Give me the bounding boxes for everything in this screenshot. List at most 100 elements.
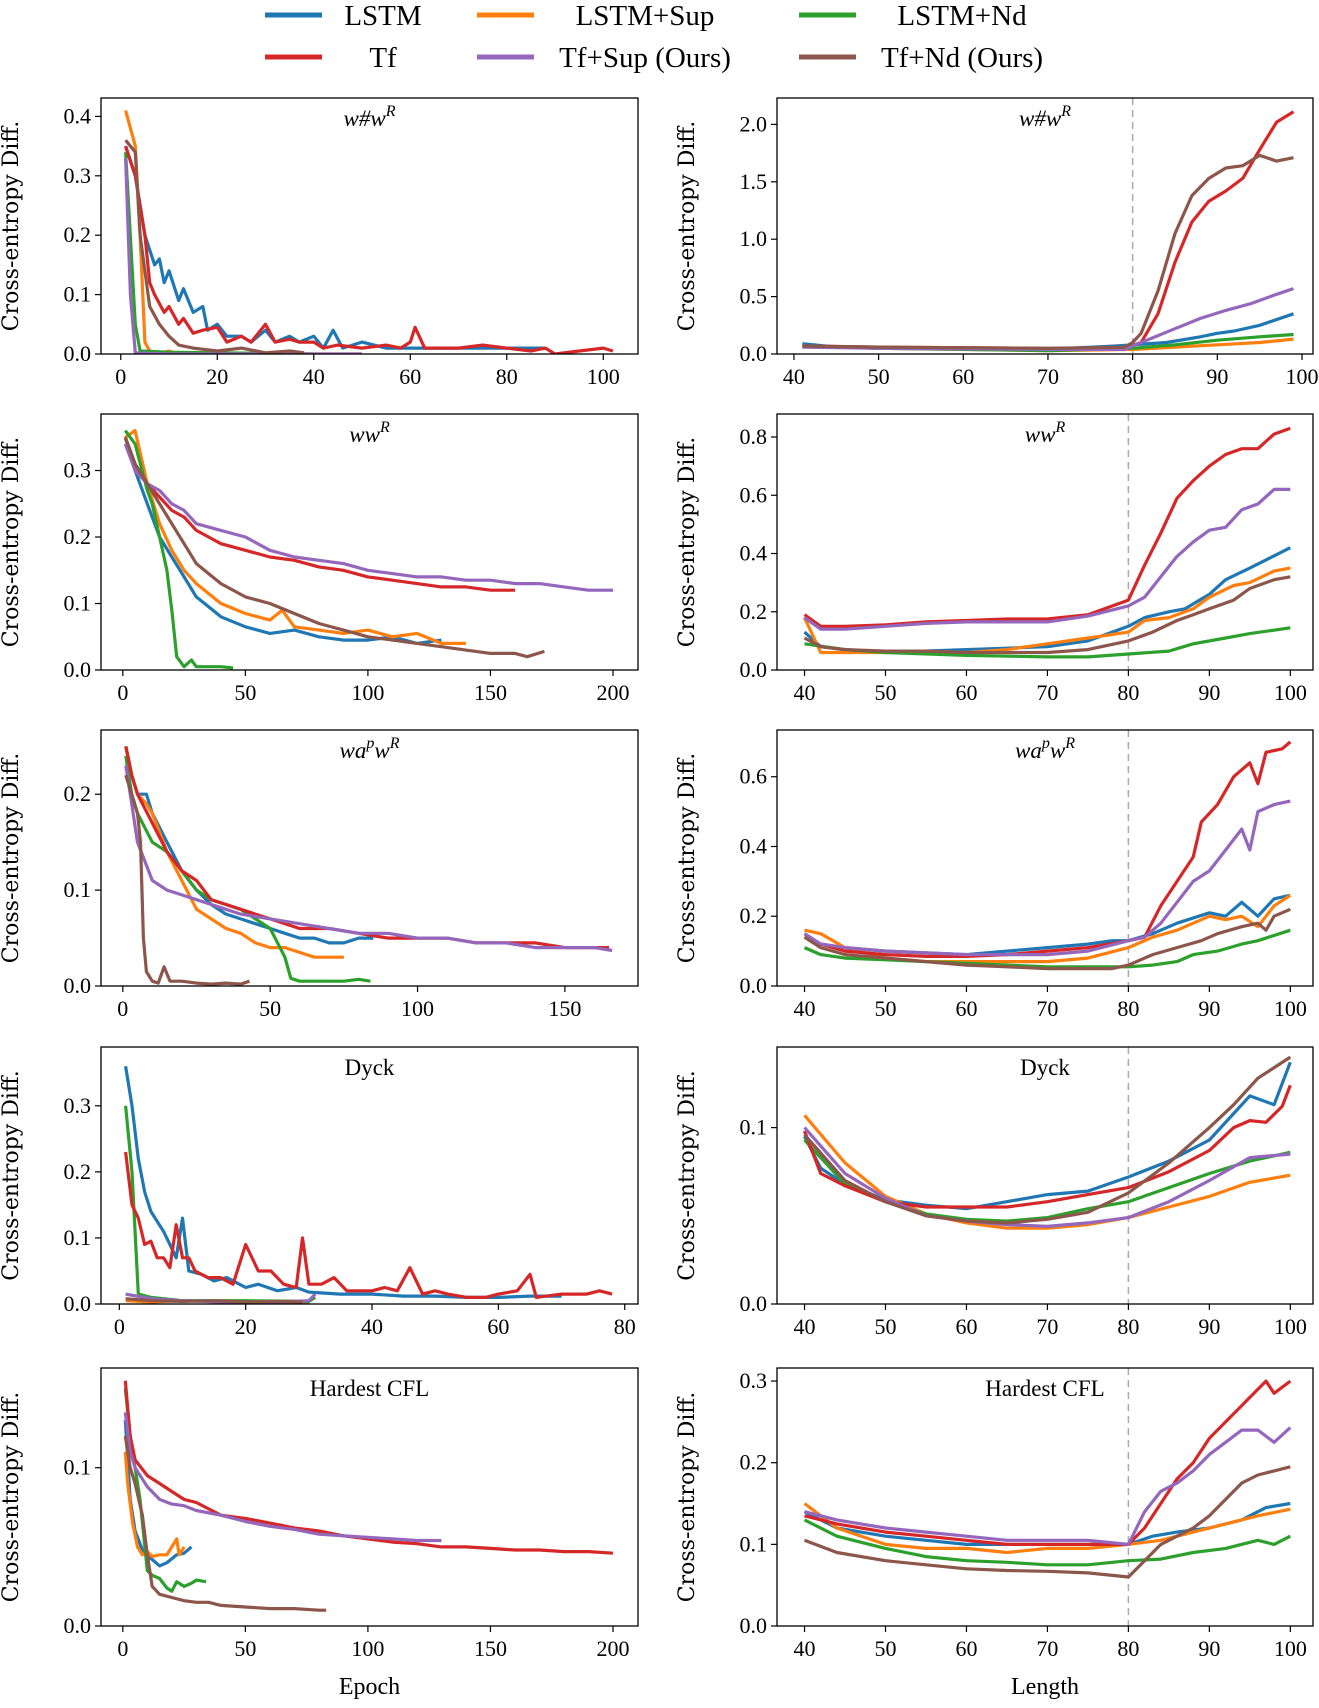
series-line-tf-nd-ours [803,1465,1291,1579]
subplot-7: 40 50 60 70 80 90 100 0.0 0.1 Cross-entropy Diff.… [675,1046,1314,1339]
subplot-title: wapwR [340,735,400,763]
title-superscript: p [1041,735,1050,752]
x-tick-label: 50 [234,1636,256,1661]
x-tick-label: 100 [1274,680,1307,705]
series-line-tf-sup-ours [803,1126,1291,1228]
x-tick-label: 60 [399,364,421,389]
subplot-1: 40 50 60 70 80 90 100 0.0 0.5 1.0 1.5 2.0 Cross-entr… [675,97,1318,389]
legend: LSTM LSTM+Sup LSTM+Nd Tf Tf+Sup (Ours) Tf+Nd … [265,0,1043,74]
series-line-tf-nd-ours [803,907,1291,971]
series-line-lstm-sup [124,110,362,354]
legend-label: LSTM [344,0,421,32]
y-tick-label: 0.0 [740,1613,768,1638]
legend-label: LSTM+Nd [897,0,1027,32]
series-line-lstm-sup [124,429,466,645]
x-tick-label: 60 [952,364,974,389]
y-axis-label: Cross-entropy Diff. [675,1070,700,1280]
y-tick-label: 0.1 [740,1115,768,1140]
series-line-tf-sup-ours [124,765,613,953]
x-tick-label: 50 [874,1314,896,1339]
y-axis-label: Cross-entropy Diff. [675,437,700,647]
x-tick-label: 70 [1036,996,1058,1021]
subplot-title: Hardest CFL [985,1376,1104,1401]
series-line-tf [123,1380,614,1555]
axes-frame [100,729,639,987]
x-tick-label: 50 [259,996,281,1021]
x-tick-label: 70 [1036,680,1058,705]
series-line-tf [124,145,614,354]
x-tick-label: 100 [1274,996,1307,1021]
subplot-5: 40 50 60 70 80 90 100 0.0 0.2 0.4 0.6 Cross-entropy… [675,729,1314,1021]
x-tick-label: 50 [868,364,890,389]
series-line-tf-nd-ours [124,139,305,354]
title-text: w#w [1019,106,1062,131]
y-axis-label: Cross-entropy Diff. [0,121,24,331]
title-superscript: R [385,103,396,120]
legend-entry: LSTM+Sup [477,0,714,32]
x-tick-label: 60 [955,1636,977,1661]
x-tick-label: 90 [1198,1314,1220,1339]
series-line-lstm [124,745,374,945]
y-tick-label: 0.6 [740,482,768,507]
title-text: ww [1025,422,1056,447]
axes-frame [100,97,639,355]
y-tick-label: 0.4 [740,541,768,566]
subplot-title: w#wR [344,103,396,131]
x-tick-label: 0 [117,1636,128,1661]
title-text: Hardest CFL [310,1376,429,1401]
series-line-tf [124,745,610,950]
legend-entry: Tf [265,42,397,74]
x-tick-label: 80 [1117,1636,1139,1661]
series-line-lstm [124,145,546,350]
legend-label: Tf+Sup (Ours) [559,42,731,74]
y-tick-label: 0.2 [64,222,92,247]
y-tick-label: 0.0 [740,973,768,998]
x-tick-label: 70 [1037,364,1059,389]
x-tick-label: 20 [206,364,228,389]
y-tick-label: 0.3 [64,1093,92,1118]
y-axis-label: Cross-entropy Diff. [0,437,24,647]
title-superscript: R [1054,419,1065,436]
y-tick-label: 0.2 [740,1450,768,1475]
axes-frame [776,1367,1314,1627]
title-superscript: p [365,735,374,752]
axes-frame [776,97,1314,355]
y-axis-label: Cross-entropy Diff. [0,1392,24,1602]
subplot-8: 0 50 100 150 200 0.0 0.1 Cross-entropy Diff. Epo… [0,1367,639,1700]
series-line-lstm-nd [803,928,1291,969]
x-tick-label: 200 [597,680,630,705]
title-superscript: R [389,735,400,752]
y-tick-label: 0.3 [64,163,92,188]
y-tick-label: 0.1 [64,877,92,902]
series-line-tf-sup-ours [803,487,1291,631]
series-line-lstm [124,1065,562,1299]
y-tick-label: 0.1 [64,282,92,307]
series-line-lstm-sup [124,745,344,959]
title-text: w [1050,738,1066,763]
subplot-title: wwR [1025,419,1066,447]
y-axis-label: Cross-entropy Diff. [675,121,700,331]
x-tick-label: 100 [1274,1636,1307,1661]
x-tick-label: 70 [1036,1314,1058,1339]
series-line-lstm-nd [124,429,234,670]
subplot-title: Dyck [1020,1055,1070,1080]
series-line-tf-sup-ours [123,1412,442,1543]
legend-entry: Tf+Nd (Ours) [799,42,1043,74]
y-tick-label: 0.0 [64,973,92,998]
subplot-6: 0 20 40 60 80 0.0 0.1 0.2 0.3 Cross-entropy Diff.… [0,1046,639,1339]
y-tick-label: 0.2 [740,903,768,928]
x-tick-label: 50 [874,996,896,1021]
y-tick-label: 0.8 [740,424,768,449]
x-tick-label: 60 [955,1314,977,1339]
series-line-lstm-sup [123,1451,186,1558]
y-tick-label: 1.0 [740,226,768,251]
x-tick-label: 100 [351,1636,384,1661]
x-tick-label: 90 [1206,364,1228,389]
x-tick-label: 40 [794,1636,816,1661]
x-tick-label: 0 [114,1314,125,1339]
y-tick-label: 0.2 [740,599,768,624]
legend-entry: Tf+Sup (Ours) [477,42,731,74]
x-tick-label: 70 [1036,1636,1058,1661]
series-line-tf-sup-ours [123,443,613,592]
y-axis-label: Cross-entropy Diff. [675,753,700,963]
